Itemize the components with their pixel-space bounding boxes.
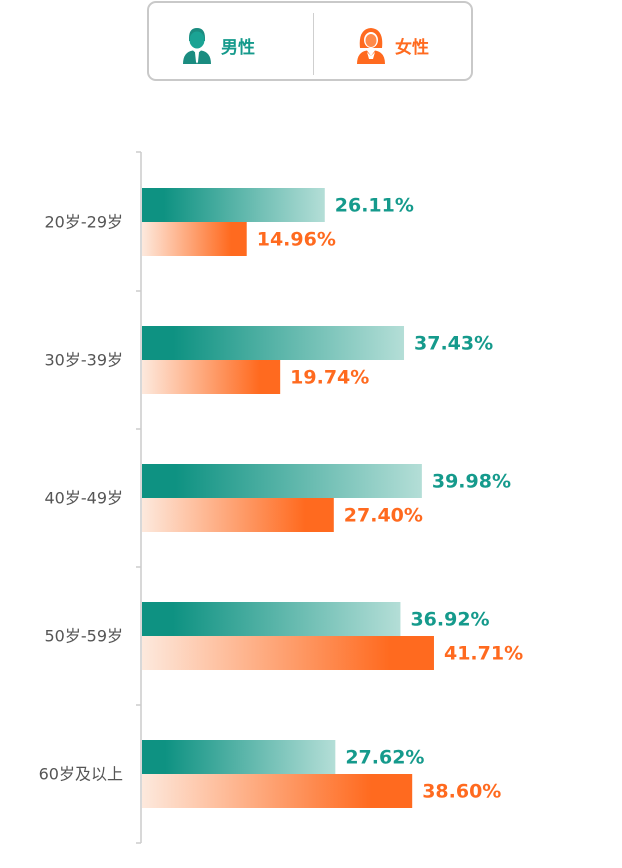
category-label: 50岁-59岁	[45, 627, 124, 646]
bar-male[interactable]	[142, 188, 325, 222]
bar-female[interactable]	[142, 498, 334, 532]
category-label: 40岁-49岁	[45, 489, 124, 508]
category-label: 60岁及以上	[39, 765, 123, 784]
legend-label-female: 女性	[395, 37, 429, 58]
bar-female[interactable]	[142, 636, 434, 670]
bar-male[interactable]	[142, 464, 422, 498]
data-label-female: 27.40%	[344, 505, 423, 527]
data-label-male: 27.62%	[345, 747, 424, 769]
data-label-male: 26.11%	[335, 195, 414, 217]
category-label: 30岁-39岁	[45, 351, 124, 370]
legend-divider	[313, 13, 314, 75]
bar-male[interactable]	[142, 326, 405, 360]
male-person-icon	[183, 28, 211, 64]
bar-female[interactable]	[142, 222, 247, 256]
data-labels: 26.11% 14.96% 37.43% 19.74% 39.98% 27.40% 36.9…	[257, 195, 523, 803]
legend-item-male[interactable]: 男性	[181, 25, 255, 65]
data-label-male: 37.43%	[414, 333, 493, 355]
female-person-icon	[357, 28, 385, 64]
data-label-female: 38.60%	[422, 781, 501, 803]
data-label-male: 36.92%	[410, 609, 489, 631]
legend-item-female[interactable]: 女性	[355, 25, 429, 65]
data-label-male: 39.98%	[432, 471, 511, 493]
data-label-female: 14.96%	[257, 229, 336, 251]
category-label: 20岁-29岁	[45, 213, 124, 232]
bar-male[interactable]	[142, 740, 336, 774]
data-label-female: 19.74%	[290, 367, 369, 389]
legend-label-male: 男性	[221, 37, 255, 58]
data-label-female: 41.71%	[444, 643, 523, 665]
bar-male[interactable]	[142, 602, 401, 636]
bar-female[interactable]	[142, 360, 281, 394]
axis-ticks	[136, 151, 141, 844]
category-labels: 20岁-29岁 30岁-39岁 40岁-49岁 50岁-59岁 60岁及以上	[39, 213, 123, 784]
bar-female[interactable]	[142, 774, 413, 808]
chart-bars	[142, 188, 434, 808]
chart-legend: 男性 女性	[147, 1, 473, 81]
